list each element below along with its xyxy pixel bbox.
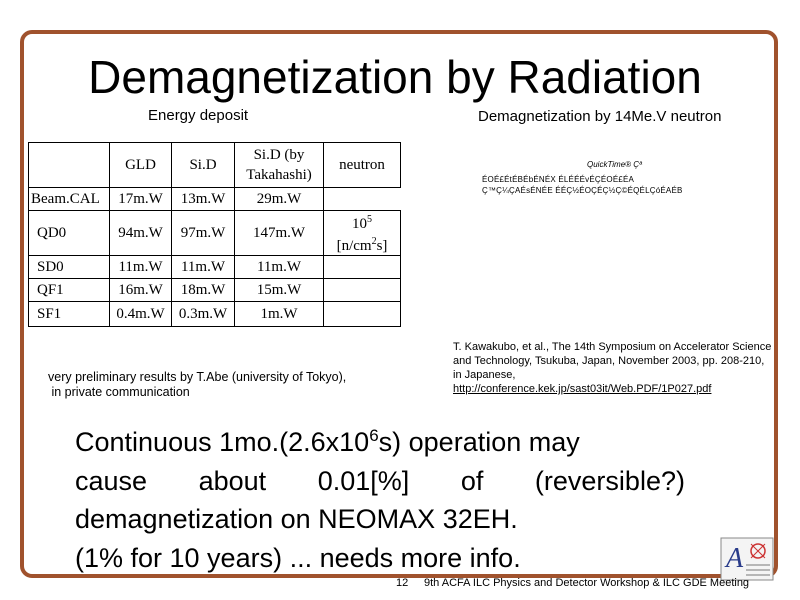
energy-deposit-label: Energy deposit — [148, 107, 249, 124]
slide-frame — [20, 30, 778, 578]
cell-gld: 94m.W — [109, 210, 172, 256]
footer-event: 9th ACFA ILC Physics and Detector Worksh… — [424, 577, 750, 589]
cell-sid-t: 29m.W — [234, 187, 324, 211]
cell-neutron: 105 [n/cm2s] — [323, 210, 401, 256]
cell-sid: 18m.W — [171, 278, 235, 302]
main-line-2: cause about 0.01[%] of (reversible?) — [75, 465, 685, 496]
screen-line-2: ÉOÉ£ÉtÉBÉbÉNÉX ÉLÉÉÉvÉÇÉOÉ£ÉA — [482, 175, 635, 184]
table-row: Beam.CAL 17m.W 13m.W 29m.W — [28, 187, 401, 211]
cell-sid: 0.3m.W — [171, 301, 235, 327]
row-name: SD0 — [28, 255, 110, 279]
neutron-label: Demagnetization by 14Me.V neutron — [478, 108, 722, 125]
quicktime-placeholder-image: QuickTime® Çª ÉOÉ£ÉtÉBÉbÉNÉX ÉLÉÉÉvÉÇÉOÉ… — [452, 160, 752, 270]
cell-gld: 0.4m.W — [109, 301, 172, 327]
table-row: QF1 16m.W 18m.W 15m.W — [28, 278, 401, 302]
preliminary-note: very preliminary results by T.Abe (unive… — [48, 370, 347, 399]
row-name: QD0 — [28, 210, 110, 256]
main-line-1: Continuous 1mo.(2.6x106s) operation may — [75, 426, 580, 457]
cell-sid-t: 1m.W — [234, 301, 324, 327]
screen-line-1: QuickTime® Çª — [587, 160, 643, 169]
header-neutron: neutron — [323, 142, 401, 188]
header-gld: GLD — [109, 142, 172, 188]
cell-gld: 11m.W — [109, 255, 172, 279]
main-line-4: (1% for 10 years) ... needs more info. — [75, 542, 521, 573]
cell-gld: 17m.W — [109, 187, 172, 211]
row-name: SF1 — [28, 301, 110, 327]
header-sid-takahashi: Si.D (by Takahashi) — [234, 142, 324, 188]
reference-citation: T. Kawakubo, et al., The 14th Symposium … — [453, 340, 773, 396]
cell-sid: 13m.W — [171, 187, 235, 211]
reference-link[interactable]: http://conference.kek.jp/sast03it/Web.PD… — [453, 383, 712, 395]
energy-table: GLD Si.D Si.D (by Takahashi) neutron Beam… — [28, 142, 401, 327]
table-row: QD0 94m.W 97m.W 147m.W 105 [n/cm2s] — [28, 210, 401, 256]
row-name: Beam.CAL — [28, 187, 110, 211]
reference-text: T. Kawakubo, et al., The 14th Symposium … — [453, 341, 772, 381]
slide-title: Demagnetization by Radiation — [88, 51, 702, 103]
header-sid: Si.D — [171, 142, 235, 188]
row-name: QF1 — [28, 278, 110, 302]
main-line-3: demagnetization on NEOMAX 32EH. — [75, 504, 518, 534]
acfa-logo: A — [720, 537, 774, 581]
table-header-row: GLD Si.D Si.D (by Takahashi) neutron — [28, 142, 401, 188]
cell-sid-t: 15m.W — [234, 278, 324, 302]
cell-sid: 11m.W — [171, 255, 235, 279]
cell-sid-t: 11m.W — [234, 255, 324, 279]
cell-sid-t: 147m.W — [234, 210, 324, 256]
table-row: SD0 11m.W 11m.W 11m.W — [28, 255, 401, 279]
cell-gld: 16m.W — [109, 278, 172, 302]
cell-sid: 97m.W — [171, 210, 235, 256]
table-row: SF1 0.4m.W 0.3m.W 1m.W — [28, 301, 401, 327]
page-number: 12 — [396, 577, 409, 589]
header-empty — [28, 142, 110, 188]
svg-text:A: A — [724, 543, 744, 574]
main-statement: Continuous 1mo.(2.6x106s) operation may … — [75, 417, 685, 577]
screen-line-3: Ç™Ç¼ÇAÉsÉNÉE ÉÉÇ½ÉOÇÉÇ½Ç©ÉQÉLÇóÉAÉB — [482, 186, 683, 195]
